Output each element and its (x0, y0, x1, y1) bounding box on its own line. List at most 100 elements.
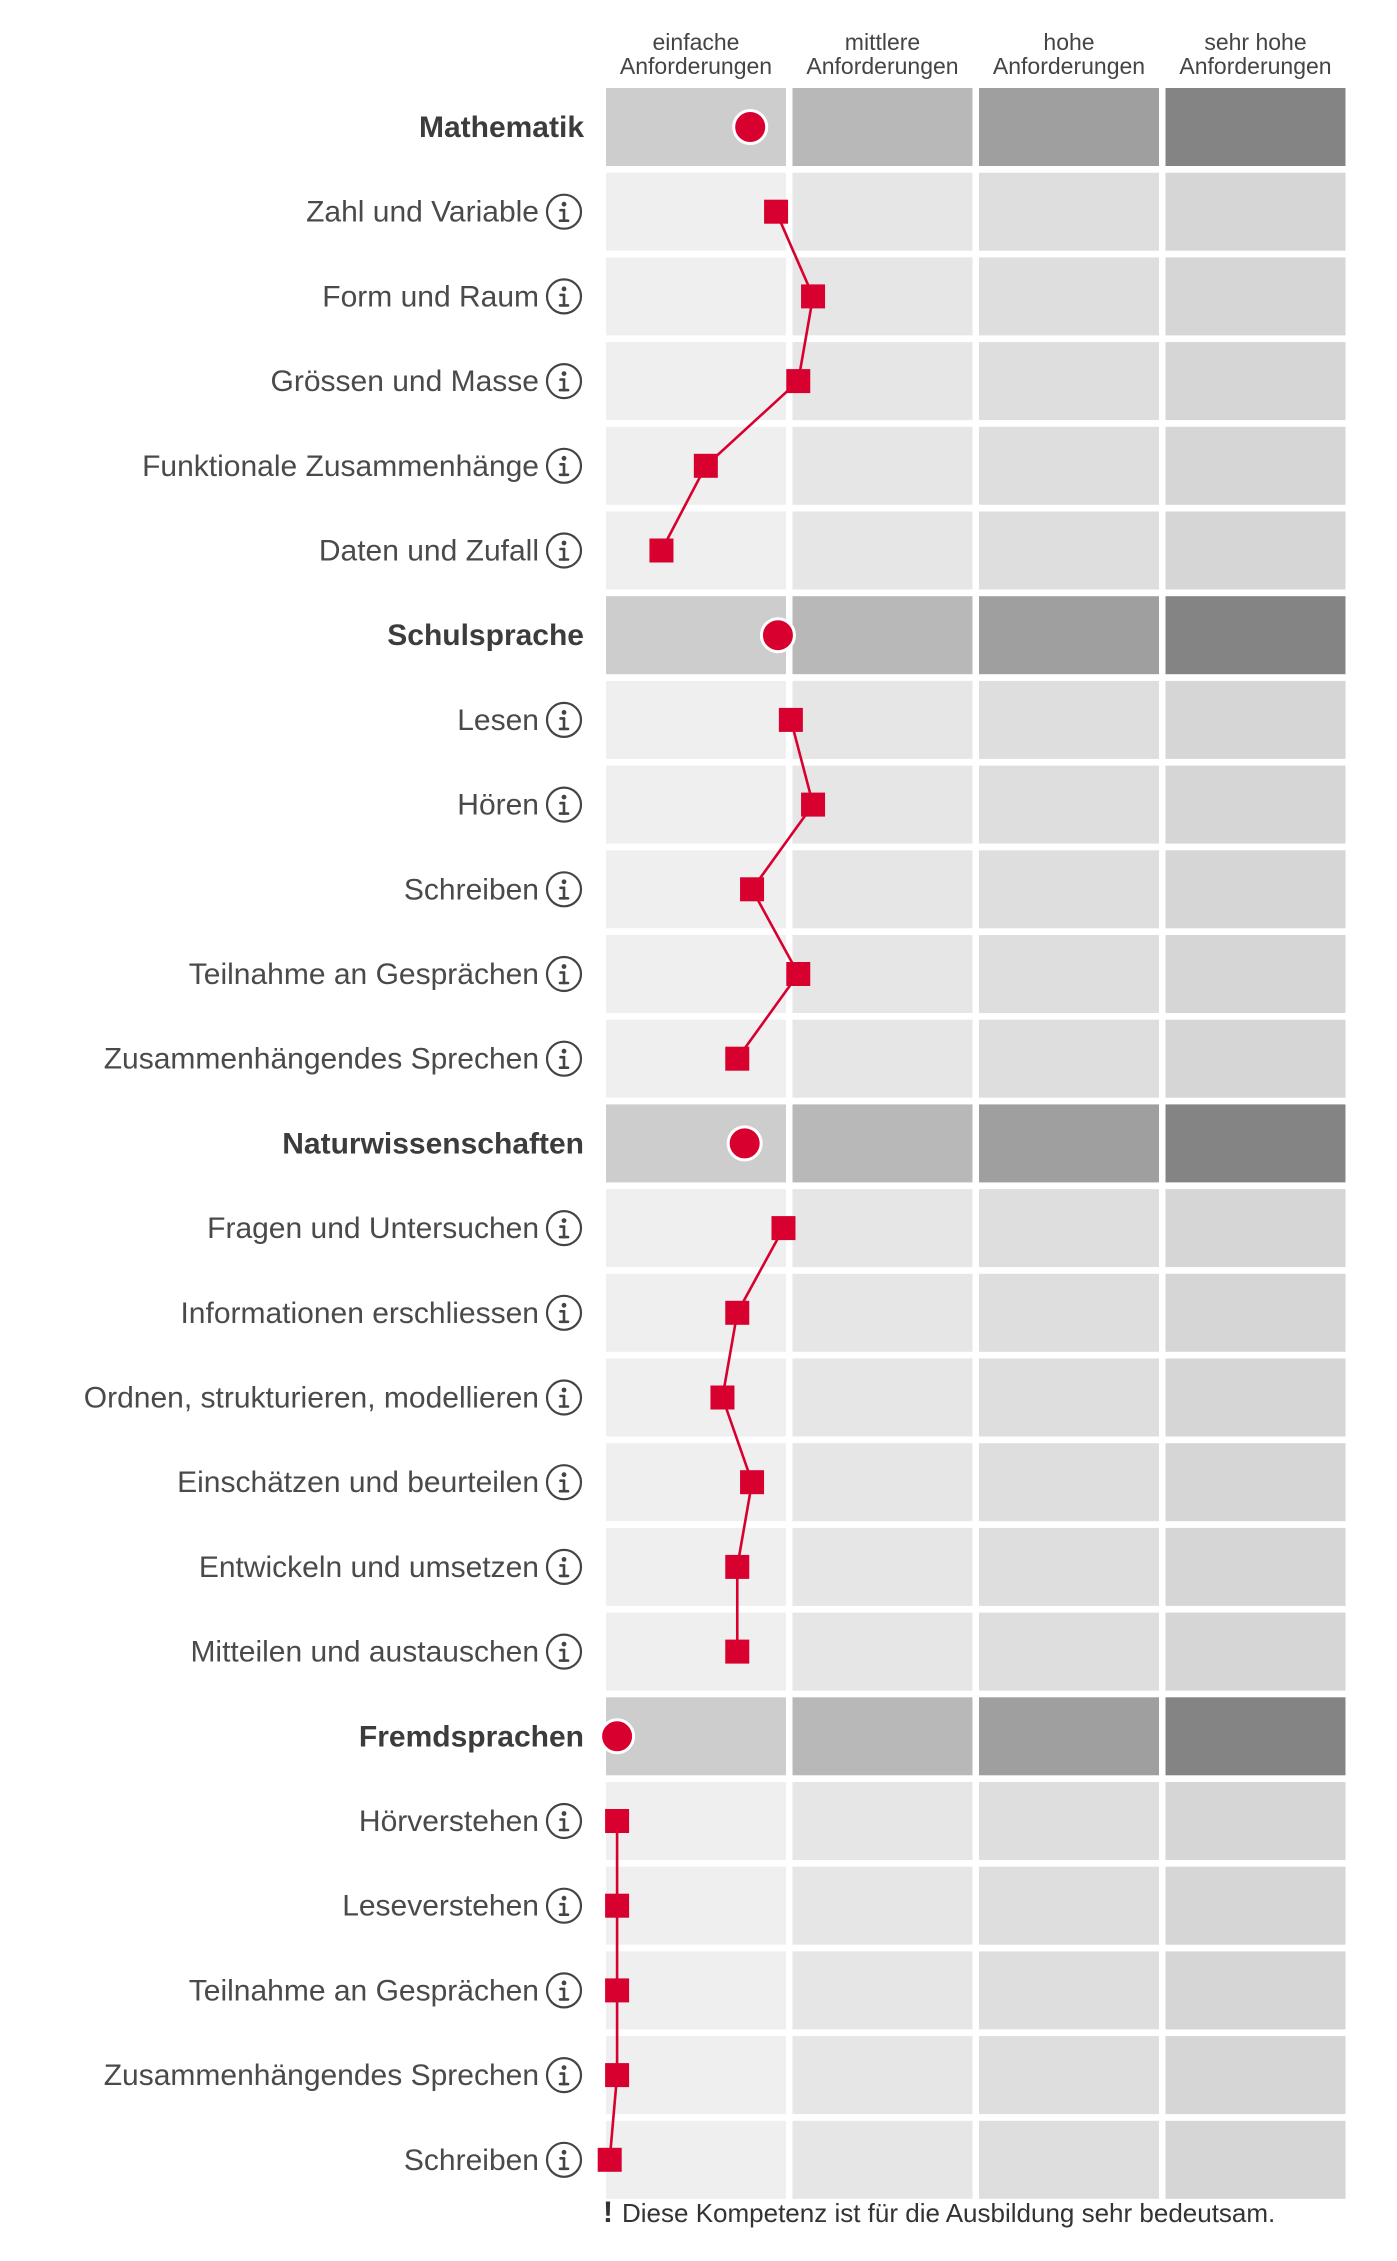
item-cell (1165, 1951, 1346, 2030)
group-cell (792, 596, 973, 675)
competency-point (764, 199, 789, 224)
group-average-point (726, 1125, 763, 1162)
item-cell (1165, 426, 1346, 505)
item-cell (792, 1782, 973, 1860)
item-cell (979, 1612, 1159, 1691)
item-cell (1165, 1527, 1346, 1606)
item-cell (979, 1019, 1159, 1098)
item-cell (1165, 1273, 1346, 1352)
series-segment (750, 803, 815, 891)
item-cell (606, 935, 786, 1013)
group-cell (979, 1104, 1159, 1183)
item-cell (606, 172, 786, 251)
item-cell (606, 1189, 786, 1268)
competency-label: Schreiben (404, 2144, 539, 2177)
info-icon-dot (561, 2149, 567, 2155)
competency-label: Leseverstehen (342, 1890, 539, 1923)
item-cell (979, 2120, 1159, 2199)
competency-point (710, 1385, 735, 1410)
series-segment (750, 888, 800, 975)
item-cell (1165, 1019, 1346, 1098)
item-cell (1165, 935, 1346, 1013)
item-cell (606, 1019, 786, 1098)
competency-label: Form und Raum (322, 280, 539, 313)
item-cell (1165, 1358, 1346, 1437)
item-cell (606, 2120, 786, 2199)
competency-label: Mitteilen und austauschen (190, 1636, 539, 1669)
competency-point (725, 1554, 750, 1579)
item-cell (792, 1527, 973, 1606)
competency-point (771, 1216, 796, 1241)
info-icon-dot (561, 794, 567, 800)
group-cell (1165, 1104, 1346, 1183)
competency-label: Zusammenhängendes Sprechen (104, 2059, 539, 2092)
item-cell (979, 257, 1159, 336)
series-segment (796, 296, 815, 382)
competency-point (725, 1046, 750, 1071)
item-cell (606, 1273, 786, 1352)
competency-label: Einschätzen und beurteilen (177, 1466, 539, 1499)
item-cell (1165, 1866, 1346, 1945)
competency-label: Hören (457, 789, 539, 822)
column-header-line1: einfache (653, 29, 740, 55)
info-icon-dot (561, 2065, 567, 2071)
competency-point (801, 284, 826, 309)
group-label: Fremdsprachen (359, 1720, 584, 1753)
item-cell (979, 1782, 1159, 1860)
info-icon-dot (561, 540, 567, 546)
group-average-point (732, 109, 769, 145)
competency-label: Ordnen, strukturieren, modellieren (84, 1382, 539, 1415)
competency-label: Schreiben (404, 873, 539, 906)
group-label: Naturwissenschaften (282, 1127, 584, 1160)
item-cell (792, 2036, 973, 2115)
info-icon-dot (561, 1641, 567, 1647)
item-cell (1165, 765, 1346, 844)
info-icon-dot (561, 964, 567, 969)
item-cell (1165, 1782, 1346, 1860)
competency-point (801, 792, 826, 817)
item-cell (792, 1951, 973, 2030)
item-cell (792, 1612, 973, 1691)
item-cell (792, 172, 973, 251)
info-icon-dot (561, 201, 567, 207)
item-cell (606, 1358, 786, 1437)
item-cell (1165, 511, 1346, 590)
item-cell (606, 1866, 786, 1945)
competency-label: Zahl und Variable (306, 196, 539, 229)
exclamation-icon: ! (603, 2196, 613, 2229)
item-cell (792, 1443, 973, 1522)
competency-label: Grössen und Masse (271, 365, 539, 398)
item-cell (792, 1358, 973, 1437)
group-cell (606, 1697, 786, 1776)
series-segment (774, 211, 815, 297)
item-cell (979, 172, 1159, 251)
item-cell (979, 1951, 1159, 2030)
competency-label: Teilnahme an Gesprächen (189, 958, 539, 991)
item-cell (979, 2036, 1159, 2115)
competency-label: Daten und Zufall (319, 535, 539, 568)
series-segment (721, 1397, 754, 1483)
item-cell (792, 426, 973, 505)
competency-point (605, 1809, 630, 1833)
competency-label: Teilnahme an Gesprächen (189, 1974, 539, 2007)
item-cell (1165, 1443, 1346, 1522)
item-cell (606, 342, 786, 421)
item-cell (792, 1273, 973, 1352)
item-cell (792, 342, 973, 421)
column-header-line1: sehr hohe (1204, 29, 1306, 55)
competency-label: Funktionale Zusammenhänge (142, 450, 539, 483)
competency-label: Zusammenhängendes Sprechen (104, 1043, 539, 1076)
info-icon-dot (561, 455, 567, 461)
item-cell (1165, 850, 1346, 929)
competency-point (725, 1300, 750, 1325)
info-icon-dot (561, 1387, 567, 1393)
series-segment (789, 719, 815, 805)
item-cell (606, 765, 786, 844)
item-cell (606, 1612, 786, 1691)
item-cell (979, 680, 1159, 759)
item-cell (979, 426, 1159, 505)
competency-point (693, 453, 718, 478)
info-icon-dot (561, 1048, 567, 1054)
